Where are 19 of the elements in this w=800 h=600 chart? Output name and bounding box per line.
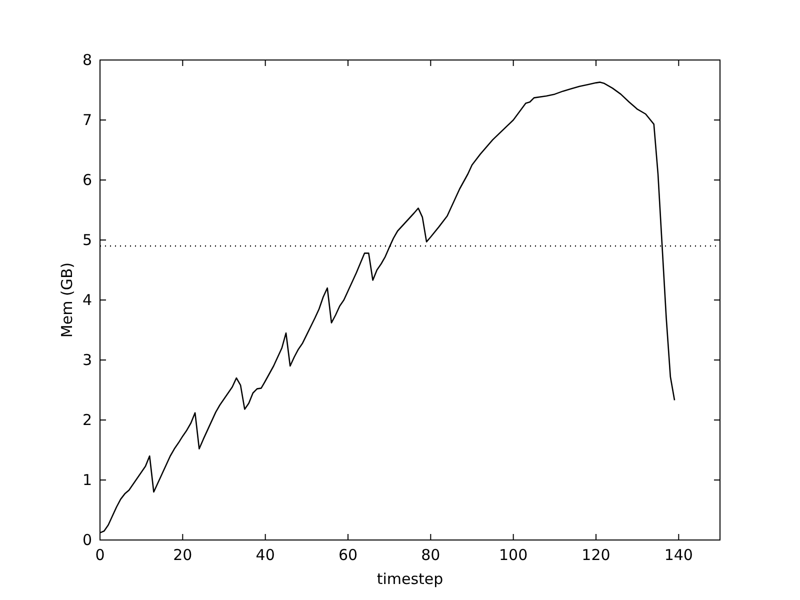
x-tick-label: 80 [421, 546, 440, 564]
y-tick-label: 1 [82, 471, 92, 489]
x-tick-label: 0 [95, 546, 105, 564]
y-tick-label: 3 [82, 351, 92, 369]
y-tick-label: 8 [82, 51, 92, 69]
x-tick-label: 100 [499, 546, 528, 564]
y-tick-label: 7 [82, 111, 92, 129]
x-tick-label: 120 [582, 546, 610, 564]
y-tick-label: 0 [82, 531, 92, 549]
y-tick-label: 6 [82, 171, 92, 189]
x-tick-label: 40 [256, 546, 275, 564]
x-tick-label: 20 [173, 546, 192, 564]
y-tick-label: 2 [82, 411, 92, 429]
x-tick-label: 140 [664, 546, 693, 564]
y-tick-label: 4 [82, 291, 92, 309]
y-axis-title: Mem (GB) [58, 262, 76, 338]
y-tick-label: 5 [82, 231, 92, 249]
x-axis-title: timestep [376, 570, 444, 588]
x-tick-label: 60 [338, 546, 358, 564]
